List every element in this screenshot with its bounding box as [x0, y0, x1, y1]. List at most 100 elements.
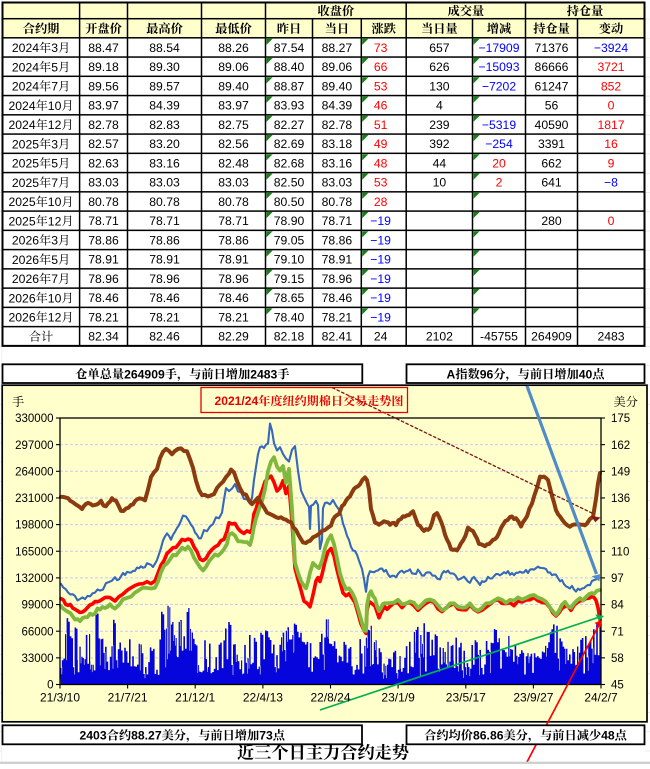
svg-text:662: 662: [541, 156, 562, 170]
svg-text:12: 12: [48, 311, 62, 325]
svg-text:198000: 198000: [15, 520, 53, 532]
svg-text:2024: 2024: [12, 41, 39, 55]
svg-text:5: 5: [51, 157, 58, 171]
svg-text:24: 24: [374, 330, 388, 344]
svg-text:83.03: 83.03: [322, 176, 353, 190]
svg-text:−19: −19: [370, 272, 391, 286]
svg-text:78.21: 78.21: [322, 310, 353, 324]
svg-text:51: 51: [374, 118, 388, 132]
svg-text:82.56: 82.56: [218, 137, 249, 151]
svg-text:87.54: 87.54: [274, 41, 305, 55]
svg-text:88.47: 88.47: [88, 41, 119, 55]
svg-text:−3924: −3924: [594, 41, 628, 55]
svg-text:852: 852: [601, 79, 622, 93]
svg-text:82.69: 82.69: [274, 137, 305, 151]
svg-text:9: 9: [608, 156, 615, 170]
svg-text:83.20: 83.20: [149, 137, 180, 151]
svg-text:40590: 40590: [535, 118, 569, 132]
svg-text:2026: 2026: [12, 234, 39, 248]
svg-text:−15093: −15093: [478, 60, 519, 74]
svg-text:84.39: 84.39: [149, 99, 180, 113]
svg-text:78.71: 78.71: [88, 214, 119, 228]
svg-text:123: 123: [611, 520, 630, 532]
svg-text:28: 28: [374, 195, 388, 209]
svg-text:2024: 2024: [9, 118, 36, 132]
svg-text:84.39: 84.39: [322, 99, 353, 113]
svg-text:58: 58: [611, 653, 624, 665]
svg-text:86666: 86666: [535, 60, 569, 74]
svg-text:82.83: 82.83: [149, 118, 180, 132]
svg-text:10: 10: [433, 176, 447, 190]
svg-text:78.46: 78.46: [88, 291, 119, 305]
svg-text:78.91: 78.91: [88, 253, 119, 267]
svg-text:297000: 297000: [15, 440, 53, 452]
svg-text:82.57: 82.57: [88, 137, 119, 151]
svg-text:78.46: 78.46: [149, 291, 180, 305]
svg-text:88.40: 88.40: [274, 60, 305, 74]
svg-text:71376: 71376: [535, 41, 569, 55]
svg-text:3391: 3391: [538, 137, 565, 151]
svg-text:99000: 99000: [22, 600, 54, 612]
svg-text:21/3/10: 21/3/10: [40, 691, 80, 705]
svg-text:33000: 33000: [22, 653, 54, 665]
svg-text:82.18: 82.18: [274, 330, 305, 344]
svg-text:89.18: 89.18: [88, 60, 119, 74]
svg-text:0: 0: [47, 680, 53, 692]
svg-text:44: 44: [433, 156, 447, 170]
svg-text:80.50: 80.50: [274, 195, 305, 209]
svg-text:53: 53: [374, 79, 388, 93]
svg-text:82.46: 82.46: [149, 330, 180, 344]
svg-text:2: 2: [496, 176, 503, 190]
svg-text:−8: −8: [604, 176, 618, 190]
svg-text:78.40: 78.40: [274, 310, 305, 324]
svg-text:22/4/13: 22/4/13: [243, 691, 283, 705]
svg-text:78.86: 78.86: [88, 233, 119, 247]
svg-text:10: 10: [48, 291, 62, 305]
svg-text:78.91: 78.91: [322, 253, 353, 267]
svg-text:7: 7: [51, 272, 58, 286]
svg-text:78.46: 78.46: [218, 291, 249, 305]
svg-text:78.86: 78.86: [322, 233, 353, 247]
svg-text:40: 40: [579, 367, 593, 381]
svg-text:82.78: 82.78: [322, 118, 353, 132]
svg-text:82.63: 82.63: [88, 156, 119, 170]
svg-text:2026: 2026: [9, 311, 36, 325]
svg-text:73: 73: [374, 41, 388, 55]
svg-text:89.06: 89.06: [322, 60, 353, 74]
svg-text:83.97: 83.97: [88, 99, 119, 113]
svg-text:392: 392: [429, 137, 450, 151]
svg-text:45: 45: [611, 680, 624, 692]
svg-text:23/5/17: 23/5/17: [446, 691, 486, 705]
svg-text:0: 0: [608, 99, 615, 113]
svg-text:3: 3: [51, 234, 58, 248]
svg-text:136: 136: [611, 493, 630, 505]
svg-text:66: 66: [374, 60, 388, 74]
svg-text:149: 149: [611, 466, 630, 478]
svg-text:−5319: −5319: [482, 118, 516, 132]
svg-text:89.30: 89.30: [149, 60, 180, 74]
svg-text:56: 56: [545, 99, 559, 113]
svg-text:3: 3: [51, 137, 58, 151]
svg-text:231000: 231000: [15, 493, 53, 505]
svg-text:2483: 2483: [597, 330, 624, 344]
svg-text:82.68: 82.68: [274, 156, 305, 170]
svg-text:7: 7: [51, 80, 58, 94]
svg-text:132000: 132000: [15, 573, 53, 585]
svg-text:80.78: 80.78: [322, 195, 353, 209]
svg-text:97: 97: [611, 573, 624, 585]
svg-text:264909: 264909: [124, 367, 165, 381]
svg-text:83.03: 83.03: [218, 176, 249, 190]
svg-text:657: 657: [429, 41, 450, 55]
svg-text:78.71: 78.71: [322, 214, 353, 228]
svg-text:12: 12: [48, 214, 62, 228]
svg-text:165000: 165000: [15, 546, 53, 558]
svg-text:−19: −19: [370, 291, 391, 305]
svg-text:239: 239: [429, 118, 450, 132]
svg-text:88.26: 88.26: [218, 41, 249, 55]
svg-text:−19: −19: [370, 214, 391, 228]
svg-text:5: 5: [51, 60, 58, 74]
svg-text:−254: −254: [485, 137, 513, 151]
svg-text:78.96: 78.96: [88, 272, 119, 286]
svg-text:2025: 2025: [12, 157, 39, 171]
svg-text:162: 162: [611, 440, 630, 452]
